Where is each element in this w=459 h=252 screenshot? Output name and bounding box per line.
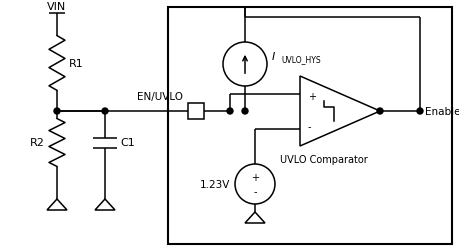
Bar <box>168 8 452 244</box>
Circle shape <box>242 109 248 115</box>
Text: UVLO Comparator: UVLO Comparator <box>280 154 368 164</box>
Text: R2: R2 <box>30 138 45 148</box>
Text: -: - <box>308 122 312 132</box>
Circle shape <box>227 109 233 115</box>
Text: +: + <box>308 91 316 101</box>
Text: I: I <box>272 52 275 62</box>
Circle shape <box>417 109 423 115</box>
Text: -: - <box>253 186 257 196</box>
Bar <box>188 104 204 119</box>
Circle shape <box>377 109 383 115</box>
Text: 1.23V: 1.23V <box>200 179 230 189</box>
Text: UVLO_HYS: UVLO_HYS <box>281 55 321 64</box>
Text: R1: R1 <box>69 59 84 69</box>
Text: C1: C1 <box>120 138 135 148</box>
Text: Enable: Enable <box>425 107 459 116</box>
Circle shape <box>102 109 108 115</box>
Text: +: + <box>251 172 259 182</box>
Text: EN/UVLO: EN/UVLO <box>137 92 183 102</box>
Text: VIN: VIN <box>47 2 67 12</box>
Circle shape <box>54 109 60 115</box>
